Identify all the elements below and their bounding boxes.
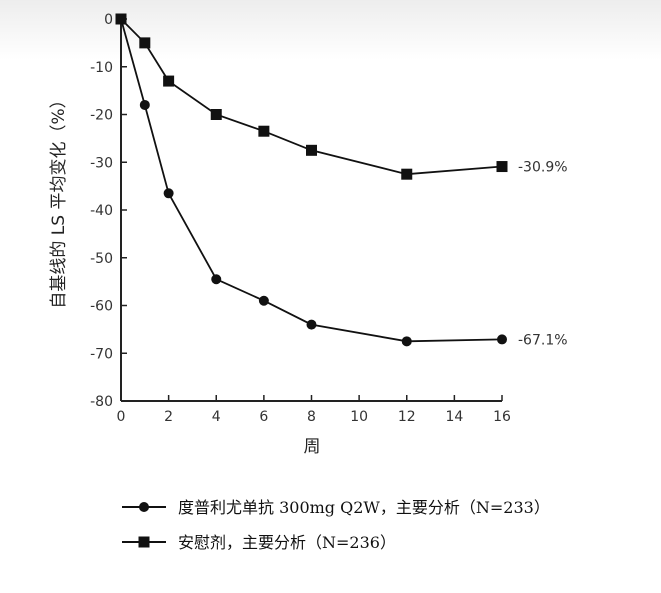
y-tick-label: 0 [104,12,113,28]
square-data-point [163,75,175,87]
x-tick-label: 6 [259,409,268,425]
x-tick-label: 4 [212,409,221,425]
y-tick-label: -30 [90,155,113,171]
circle-data-point [306,319,317,330]
square-data-point [210,109,222,120]
legend: 度普利尤单抗 300mg Q2W，主要分析（N=233） 安慰剂，主要分析（N=… [122,498,550,552]
y-tick-label: -60 [90,299,113,315]
square-data-point [496,161,508,173]
square-data-point [115,13,127,25]
x-tick-label: 10 [350,409,368,425]
circle-data-point [139,99,150,110]
circle-data-point [258,295,269,306]
square-data-point [258,125,270,137]
square-data-point [401,168,413,180]
circle-data-point [401,336,412,347]
series-line-1 [120,18,503,343]
y-tick-label: -20 [90,108,113,124]
x-tick-label: 8 [307,409,316,425]
x-tick-label: 16 [493,409,511,425]
y-axis-ticks: 0 -10 -20 -30 -40 -50 -60 -70 -80 [90,12,127,410]
y-tick-label: -70 [90,346,113,362]
legend-label-1: 度普利尤单抗 300mg Q2W，主要分析（N=233） [178,498,550,517]
x-tick-label: 2 [164,409,173,425]
legend-circle-marker [139,502,149,512]
series-lines [120,18,503,343]
x-axis-ticks: 0 2 4 6 8 10 12 14 16 [117,395,511,425]
square-data-point [139,37,151,49]
legend-item-series-1: 度普利尤单抗 300mg Q2W，主要分析（N=233） [122,498,550,517]
series-markers [115,13,508,347]
circle-data-point [497,334,507,345]
end-labels: -67.1% -30.9% [518,160,568,349]
series-line-2 [120,18,503,176]
legend-item-series-2: 安慰剂，主要分析（N=236） [122,533,396,552]
end-label-series-2: -30.9% [518,160,568,176]
square-data-point [306,144,317,156]
x-tick-label: 12 [398,409,416,425]
y-tick-label: -50 [90,251,113,267]
x-tick-label: 0 [117,409,126,425]
end-label-series-1: -67.1% [518,332,568,348]
y-axis-label: 自基线的 LS 平均变化（%） [49,91,69,308]
y-tick-label: -10 [90,60,113,76]
legend-label-2: 安慰剂，主要分析（N=236） [178,533,396,552]
circle-data-point [163,188,174,199]
x-tick-label: 14 [445,409,463,425]
top-shadow [0,0,661,60]
legend-square-marker [138,536,150,548]
circle-data-point [211,274,222,285]
x-axis-label: 周 [304,437,321,457]
y-tick-label: -80 [90,394,113,410]
y-tick-label: -40 [90,203,113,219]
